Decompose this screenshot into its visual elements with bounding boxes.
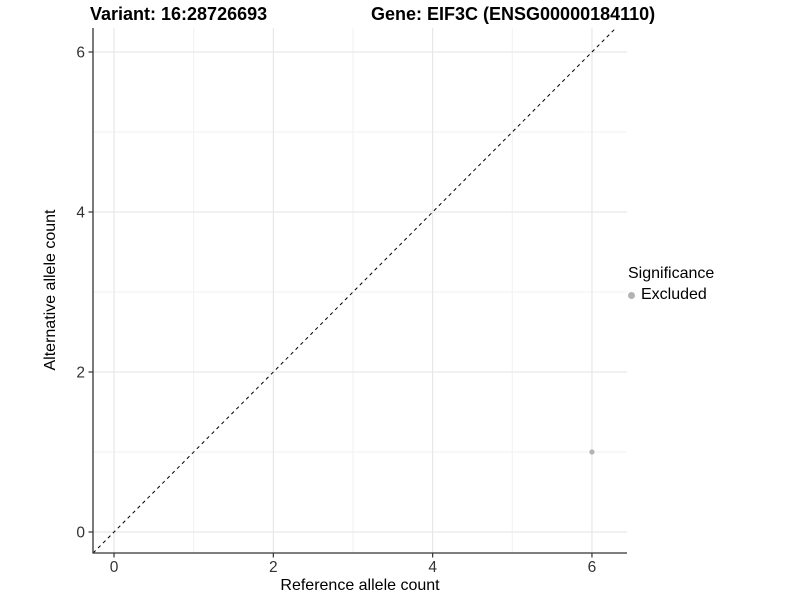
x-tick-label: 4 — [428, 559, 437, 576]
excluded-point-icon — [628, 291, 635, 299]
legend-entry-label: Excluded — [641, 286, 707, 303]
y-tick-label: 0 — [76, 525, 85, 542]
y-tick-label: 6 — [76, 45, 85, 62]
legend-entry-excluded: Excluded — [628, 286, 714, 304]
data-point — [589, 449, 595, 455]
legend-title: Significance — [628, 265, 715, 282]
y-axis-title: Alternative allele count — [42, 209, 59, 371]
legend: Significance Excluded — [628, 265, 714, 304]
identity-refline — [92, 27, 617, 554]
variant-title: Variant: 16:28726693 — [90, 4, 268, 24]
gene-title: Gene: EIF3C (ENSG00000184110) — [371, 4, 656, 24]
x-tick-label: 0 — [110, 559, 119, 576]
x-axis-title: Reference allele count — [280, 577, 440, 594]
y-tick-label: 2 — [76, 365, 85, 382]
x-tick-label: 6 — [588, 559, 597, 576]
x-tick-label: 2 — [269, 559, 278, 576]
y-tick-label: 4 — [76, 205, 85, 222]
